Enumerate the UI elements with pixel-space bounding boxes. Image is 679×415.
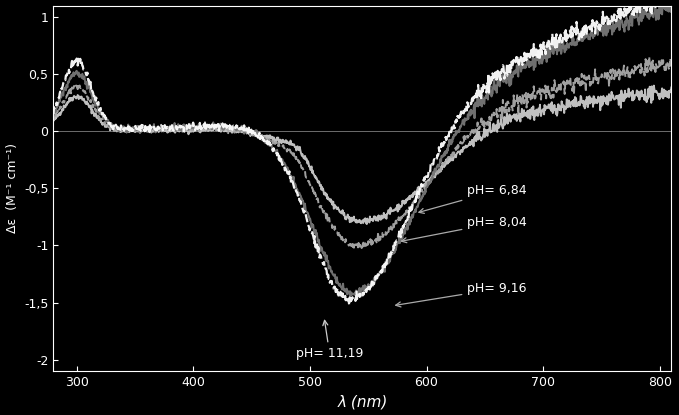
Text: pH= 9,16: pH= 9,16 — [396, 282, 527, 307]
Text: pH= 6,84: pH= 6,84 — [419, 184, 527, 213]
X-axis label: λ (nm): λ (nm) — [337, 394, 388, 410]
Text: pH= 8,04: pH= 8,04 — [401, 216, 527, 243]
Text: pH= 11,19: pH= 11,19 — [296, 320, 363, 360]
Y-axis label: Δε  (M⁻¹ cm⁻¹): Δε (M⁻¹ cm⁻¹) — [5, 143, 18, 233]
